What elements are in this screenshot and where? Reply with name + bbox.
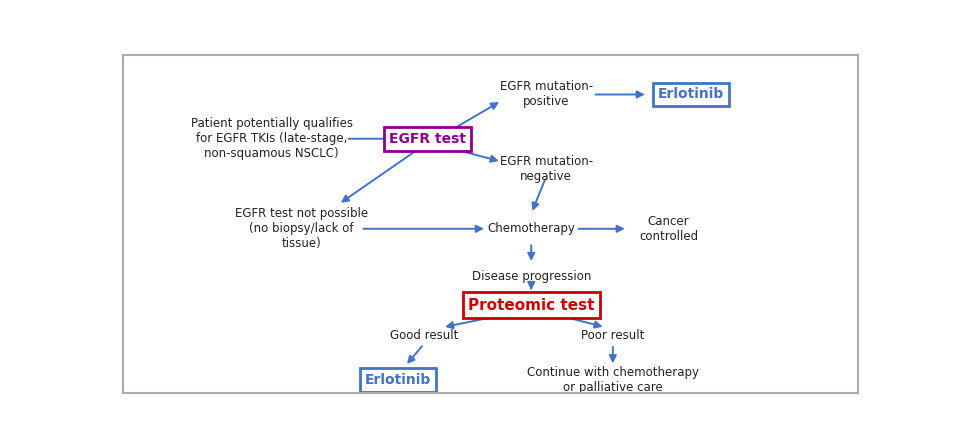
Text: Erlotinib: Erlotinib [657, 87, 723, 102]
Text: EGFR test: EGFR test [389, 132, 466, 146]
Text: EGFR mutation-
positive: EGFR mutation- positive [500, 80, 592, 108]
Text: Proteomic test: Proteomic test [468, 297, 594, 313]
Text: EGFR mutation-
negative: EGFR mutation- negative [500, 155, 592, 183]
Text: Patient potentially qualifies
for EGFR TKIs (late-stage,
non-squamous NSCLC): Patient potentially qualifies for EGFR T… [190, 117, 353, 160]
Text: Disease progression: Disease progression [472, 270, 590, 283]
Text: Continue with chemotherapy
or palliative care: Continue with chemotherapy or palliative… [527, 366, 699, 394]
Text: Chemotherapy: Chemotherapy [487, 222, 575, 235]
Text: Good result: Good result [389, 329, 457, 342]
Text: EGFR test not possible
(no biopsy/lack of
tissue): EGFR test not possible (no biopsy/lack o… [234, 207, 367, 250]
Text: Poor result: Poor result [581, 329, 644, 342]
Text: Cancer
controlled: Cancer controlled [639, 215, 698, 243]
Text: Erlotinib: Erlotinib [365, 373, 431, 387]
